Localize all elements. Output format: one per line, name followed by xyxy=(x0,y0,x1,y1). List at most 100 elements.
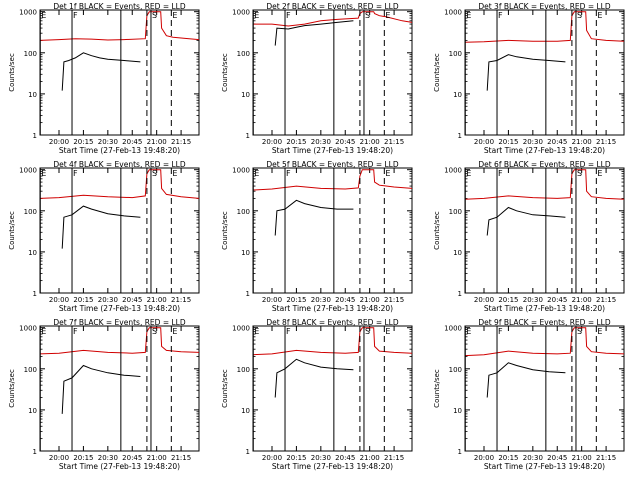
x-tick-label: 20:30 xyxy=(311,296,331,304)
event-marker-label: F xyxy=(498,169,503,178)
chart-title: Det 6f BLACK = Events, RED = LLD xyxy=(478,160,611,169)
event-marker-label: E xyxy=(254,169,259,178)
y-tick-label: 1 xyxy=(458,132,462,140)
y-axis-label: Counts/sec xyxy=(433,369,441,408)
event-marker-label: S xyxy=(577,169,582,178)
chart-panel: 1 10 100 1000 20:00 20:15 20:30 20:45 21:00 21:15… xyxy=(221,2,413,155)
event-marker-label: E xyxy=(466,327,471,336)
y-tick-label: 100 xyxy=(449,50,462,58)
x-tick-label: 21:00 xyxy=(572,454,592,462)
x-tick-label: 21:15 xyxy=(596,454,616,462)
x-tick-label: 21:15 xyxy=(596,296,616,304)
y-tick-label: 1000 xyxy=(19,167,37,175)
event-marker-label: E xyxy=(385,169,390,178)
x-tick-label: 20:00 xyxy=(474,138,494,146)
series-line-events xyxy=(274,358,354,398)
y-tick-label: 1 xyxy=(33,448,37,456)
x-tick-label: 20:45 xyxy=(122,296,142,304)
y-axis-label: Counts/sec xyxy=(433,211,441,250)
x-tick-label: 20:30 xyxy=(311,454,331,462)
y-tick-label: 1 xyxy=(33,290,37,298)
y-tick-label: 100 xyxy=(24,208,37,216)
x-axis-label: Start Time (27-Feb-13 19:48:20) xyxy=(59,304,180,313)
plot-frame xyxy=(39,9,200,136)
chart-panel: 1 10 100 1000 20:00 20:15 20:30 20:45 21:00 21:15… xyxy=(221,160,413,313)
event-marker-label: S xyxy=(365,11,370,20)
x-tick-label: 20:45 xyxy=(547,454,567,462)
y-tick-label: 10 xyxy=(241,407,250,415)
x-tick-label: 20:45 xyxy=(335,454,355,462)
event-marker-label: E xyxy=(41,327,46,336)
event-marker-label: S xyxy=(577,11,582,20)
y-axis-label: Counts/sec xyxy=(221,211,229,250)
y-tick-label: 1000 xyxy=(19,325,37,333)
x-tick-label: 21:15 xyxy=(171,454,191,462)
x-axis-label: Start Time (27-Feb-13 19:48:20) xyxy=(59,462,180,471)
event-marker-label: F xyxy=(73,169,78,178)
y-axis-label: Counts/sec xyxy=(8,211,16,250)
x-tick-label: 21:15 xyxy=(171,138,191,146)
chart-title: Det 4f BLACK = Events, RED = LLD xyxy=(53,160,186,169)
y-tick-label: 1 xyxy=(246,448,250,456)
event-marker-label: E xyxy=(385,11,390,20)
x-tick-label: 20:30 xyxy=(98,296,118,304)
series-line-events xyxy=(61,364,141,414)
x-tick-label: 21:00 xyxy=(572,296,592,304)
x-tick-label: 21:00 xyxy=(147,454,167,462)
x-tick-label: 20:00 xyxy=(49,296,69,304)
event-marker-label: F xyxy=(73,327,78,336)
chart-title: Det 2f BLACK = Events, RED = LLD xyxy=(266,2,399,11)
x-tick-label: 20:45 xyxy=(547,138,567,146)
chart-panel: 1 10 100 1000 20:00 20:15 20:30 20:45 21:00 21:15… xyxy=(8,318,200,471)
y-tick-label: 10 xyxy=(28,407,37,415)
y-tick-label: 100 xyxy=(237,50,250,58)
x-tick-label: 20:30 xyxy=(523,296,543,304)
x-tick-label: 20:00 xyxy=(262,138,282,146)
x-axis-label: Start Time (27-Feb-13 19:48:20) xyxy=(484,462,605,471)
chart-panel: 1 10 100 1000 20:00 20:15 20:30 20:45 21:00 21:15… xyxy=(8,2,200,155)
chart-panel: 1 10 100 1000 20:00 20:15 20:30 20:45 21:00 21:15… xyxy=(433,160,625,313)
chart-panel: 1 10 100 1000 20:00 20:15 20:30 20:45 21:00 21:15… xyxy=(433,2,625,155)
event-marker-label: F xyxy=(286,327,291,336)
y-tick-label: 1000 xyxy=(444,9,462,17)
event-marker-label: E xyxy=(172,169,177,178)
y-tick-label: 100 xyxy=(237,208,250,216)
chart-panel: 1 10 100 1000 20:00 20:15 20:30 20:45 21:00 21:15… xyxy=(8,160,200,313)
event-marker-label: F xyxy=(498,11,503,20)
x-tick-label: 21:15 xyxy=(384,138,404,146)
x-tick-label: 21:00 xyxy=(360,296,380,304)
plot-frame xyxy=(252,325,413,452)
event-marker-label: F xyxy=(73,11,78,20)
x-axis-label: Start Time (27-Feb-13 19:48:20) xyxy=(272,462,393,471)
x-tick-label: 20:30 xyxy=(98,454,118,462)
event-marker-label: E xyxy=(41,11,46,20)
x-tick-label: 20:45 xyxy=(335,138,355,146)
x-tick-label: 21:00 xyxy=(147,296,167,304)
series-line-lld xyxy=(252,169,413,191)
y-tick-label: 100 xyxy=(449,208,462,216)
y-tick-label: 1000 xyxy=(232,167,250,175)
plot-frame xyxy=(39,167,200,294)
x-tick-label: 20:00 xyxy=(262,296,282,304)
y-tick-label: 1 xyxy=(458,290,462,298)
x-tick-label: 20:30 xyxy=(523,138,543,146)
x-tick-label: 20:15 xyxy=(286,454,306,462)
x-axis-label: Start Time (27-Feb-13 19:48:20) xyxy=(59,146,180,155)
chart-title: Det 3f BLACK = Events, RED = LLD xyxy=(478,2,611,11)
y-tick-label: 100 xyxy=(24,366,37,374)
x-tick-label: 20:45 xyxy=(335,296,355,304)
x-tick-label: 20:00 xyxy=(49,454,69,462)
x-tick-label: 20:45 xyxy=(122,138,142,146)
chart-panel: 1 10 100 1000 20:00 20:15 20:30 20:45 21:00 21:15… xyxy=(433,318,625,471)
y-tick-label: 1000 xyxy=(19,9,37,17)
x-axis-label: Start Time (27-Feb-13 19:48:20) xyxy=(484,304,605,313)
event-marker-label: E xyxy=(385,327,390,336)
y-tick-label: 1 xyxy=(246,132,250,140)
event-marker-label: F xyxy=(286,169,291,178)
x-tick-label: 20:00 xyxy=(49,138,69,146)
chart-title: Det 1f BLACK = Events, RED = LLD xyxy=(53,2,186,11)
event-marker-label: E xyxy=(597,11,602,20)
y-tick-label: 10 xyxy=(453,407,462,415)
plot-frame xyxy=(464,325,625,452)
